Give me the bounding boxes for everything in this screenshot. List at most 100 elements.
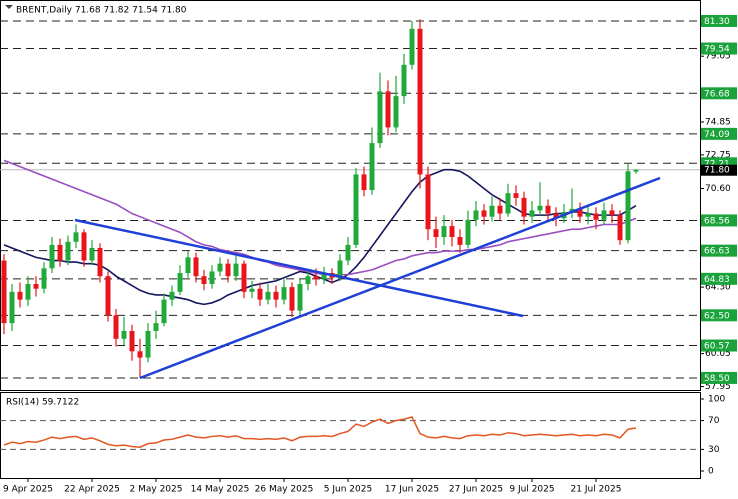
level-label-box (701, 371, 737, 384)
level-label: 68.56 (704, 216, 730, 226)
level-label: 76.68 (704, 89, 730, 99)
candle-body (505, 193, 511, 214)
candle-body (57, 244, 63, 261)
level-label-box (701, 339, 737, 352)
candle-body (1, 260, 7, 324)
x-tick-label: 5 Jun 2025 (324, 485, 372, 495)
candle-body (321, 273, 327, 280)
y-tick-label: 72.75 (705, 150, 731, 160)
candle-body (633, 169, 639, 172)
level-label: 74.09 (704, 130, 730, 140)
y-tick-label: 30 (708, 445, 720, 455)
candle-body (625, 171, 631, 241)
candle-body (65, 241, 71, 261)
level-label-box (701, 272, 737, 285)
candle-body (601, 210, 607, 220)
x-tick-label: 2 May 2025 (130, 485, 183, 495)
level-label: 58.50 (704, 374, 730, 384)
candle-body (449, 226, 455, 238)
y-tick-label: 64.30 (705, 283, 731, 293)
candle-body (233, 263, 239, 277)
candle-body (345, 244, 351, 261)
candle-body (41, 268, 47, 289)
candle-body (489, 205, 495, 217)
level-label: 66.63 (704, 247, 730, 257)
level-label: 81.30 (704, 17, 730, 27)
candle-body (593, 213, 599, 220)
y-tick-label: 70.60 (705, 184, 731, 194)
candle-body (257, 288, 263, 300)
candle-body (337, 260, 343, 278)
candle-body (241, 263, 247, 292)
candle-body (353, 174, 359, 245)
candle-body (217, 263, 223, 272)
candle-body (569, 208, 575, 212)
candle-body (81, 232, 87, 261)
y-tick-label: 79.05 (705, 52, 731, 62)
candle-body (537, 205, 543, 211)
level-label-box (701, 87, 737, 100)
candle-body (305, 276, 311, 285)
y-tick-label: 0 (708, 467, 714, 477)
candle-body (513, 193, 519, 198)
candle-body (73, 232, 79, 242)
price-panel-frame (0, 0, 701, 391)
candle-body (193, 257, 199, 277)
last-price-box (701, 164, 737, 176)
candle-body (369, 143, 375, 191)
candle-body (393, 96, 399, 128)
candle-body (497, 205, 503, 214)
level-label-box (701, 214, 737, 227)
x-tick-label: 26 May 2025 (255, 485, 314, 495)
candle-body (521, 197, 527, 217)
x-tick-label: 9 Apr 2025 (3, 485, 53, 495)
candle-body (185, 257, 191, 274)
candle-body (153, 323, 159, 331)
candle-body (457, 237, 463, 245)
candle-body (313, 276, 319, 280)
candle-body (145, 330, 151, 358)
level-label: 79.54 (704, 45, 730, 55)
candle-body (617, 215, 623, 241)
menu-icon[interactable] (5, 5, 13, 9)
level-label: 72.21 (704, 159, 730, 169)
candle-body (273, 291, 279, 300)
candle-body (225, 263, 231, 277)
candle-body (609, 210, 615, 216)
candle-body (121, 330, 127, 339)
candle-body (113, 315, 119, 339)
candle-body (97, 247, 103, 277)
candle-body (137, 351, 143, 358)
y-tick-label: 57.95 (705, 382, 731, 392)
level-label-box (701, 244, 737, 257)
candle-body (401, 64, 407, 97)
y-tick-label: 100 (708, 394, 725, 404)
candle-body (249, 288, 255, 292)
y-tick-label: 60.05 (705, 349, 731, 359)
candle-body (361, 174, 367, 191)
candle-body (441, 226, 447, 238)
y-tick-label: 70 (708, 416, 720, 426)
candle-body (25, 284, 31, 300)
candle-body (425, 174, 431, 230)
candle-body (129, 330, 135, 352)
candle-body (17, 291, 23, 300)
last-price-label: 71.80 (704, 166, 730, 176)
level-label-box (701, 309, 737, 322)
x-tick-label: 27 Jun 2025 (449, 485, 503, 495)
x-tick-label: 21 Jul 2025 (571, 485, 622, 495)
candle-body (409, 28, 415, 65)
trendline (139, 176, 661, 380)
candle-body (417, 28, 423, 175)
candle-body (49, 244, 55, 269)
candle-body (177, 273, 183, 292)
candle-body (265, 291, 271, 300)
candle-body (585, 213, 591, 217)
candle-body (33, 284, 39, 289)
candle-body (553, 213, 559, 219)
level-label: 62.50 (704, 311, 730, 321)
rsi-panel-frame (0, 392, 701, 479)
level-label: 64.83 (704, 275, 730, 285)
candle-body (473, 210, 479, 220)
